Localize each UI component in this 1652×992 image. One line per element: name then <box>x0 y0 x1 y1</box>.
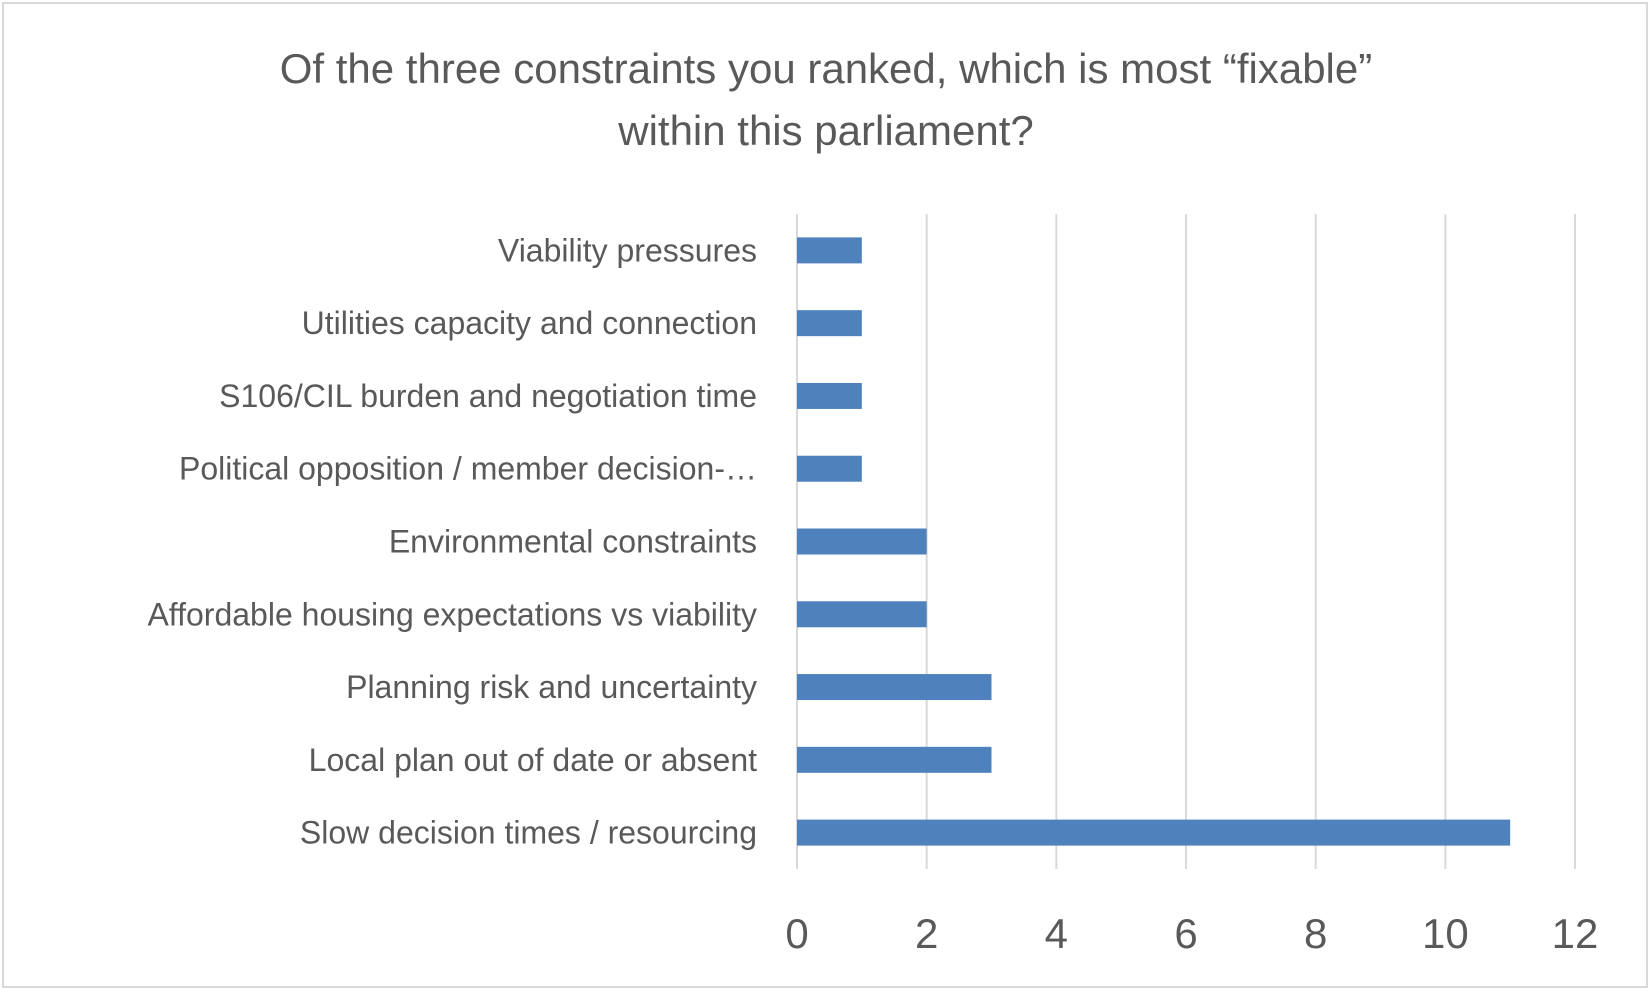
x-tick-label-1: 2 <box>915 910 938 957</box>
category-label-1: Utilities capacity and connection <box>302 305 757 341</box>
x-tick-label-5: 10 <box>1422 910 1469 957</box>
category-label-6: Planning risk and uncertainty <box>346 669 757 705</box>
x-tick-label-0: 0 <box>785 910 808 957</box>
category-label-0: Viability pressures <box>498 232 757 268</box>
category-label-2: S106/CIL burden and negotiation time <box>219 378 757 414</box>
chart-title: Of the three constraints you ranked, whi… <box>0 38 1652 162</box>
bar-5 <box>797 601 927 628</box>
bar-1 <box>797 310 862 337</box>
x-tick-labels: 0 2 4 6 8 10 12 <box>785 910 1598 957</box>
chart-title-line-1: Of the three constraints you ranked, whi… <box>279 45 1373 92</box>
category-label-5: Affordable housing expectations vs viabi… <box>147 596 757 632</box>
x-tick-label-3: 6 <box>1174 910 1197 957</box>
bar-2 <box>797 382 862 409</box>
chart-title-line-2: within this parliament? <box>618 107 1034 154</box>
bar-3 <box>797 455 862 482</box>
bar-6 <box>797 674 992 701</box>
category-label-7: Local plan out of date or absent <box>309 742 757 778</box>
bar-0 <box>797 237 862 264</box>
category-label-4: Environmental constraints <box>389 524 757 560</box>
bar-4 <box>797 528 927 555</box>
bars <box>797 237 1511 846</box>
x-tick-label-2: 4 <box>1045 910 1068 957</box>
category-labels: Viability pressures Utilities capacity an… <box>147 232 757 850</box>
category-label-8: Slow decision times / resourcing <box>300 815 757 851</box>
x-tick-label-4: 8 <box>1304 910 1327 957</box>
bar-7 <box>797 746 992 773</box>
category-label-3: Political opposition / member decision-… <box>179 451 757 487</box>
bar-8 <box>797 819 1511 846</box>
x-tick-label-6: 12 <box>1552 910 1599 957</box>
